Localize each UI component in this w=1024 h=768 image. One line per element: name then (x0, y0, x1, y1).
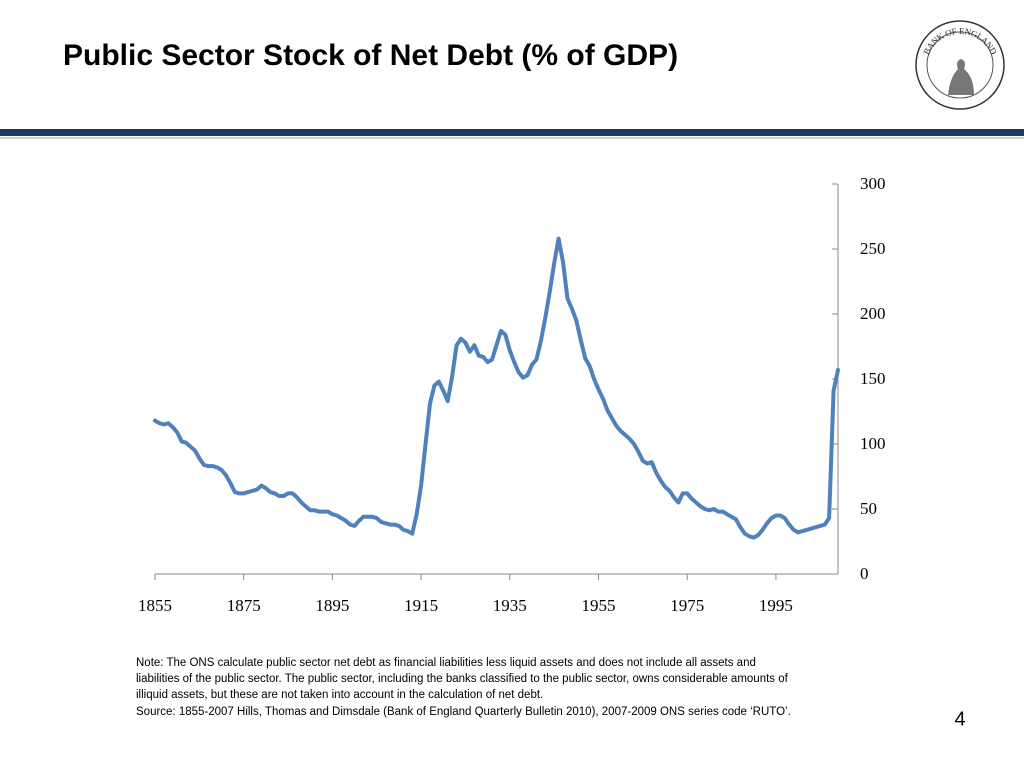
x-tick-label: 1875 (227, 596, 261, 615)
y-tick-label: 50 (860, 499, 877, 518)
y-tick-label: 300 (860, 174, 886, 193)
x-tick-label: 1935 (493, 596, 527, 615)
y-tick-label: 100 (860, 434, 886, 453)
x-tick-label: 1855 (138, 596, 172, 615)
header-rule-light (0, 137, 1024, 139)
logo-inner-ring (926, 31, 994, 99)
note-line: Note: The ONS calculate public sector ne… (136, 657, 756, 669)
data-line (153, 236, 840, 540)
note-line: liabilities of the public sector. The pu… (136, 673, 789, 685)
logo-figure (948, 59, 974, 95)
header-rule (0, 129, 1024, 136)
slide-title: Public Sector Stock of Net Debt (% of GD… (63, 39, 678, 72)
plot-area: 0 50 100 150 200 250 300 1855 1875 1895 1915 1935 19… (136, 174, 886, 718)
x-tick-label: 1995 (759, 596, 793, 615)
x-tick-label: 1915 (404, 596, 438, 615)
y-tick-label: 150 (860, 369, 886, 388)
logo: BANK OF ENGLAND (915, 20, 1005, 110)
note-line: illiquid assets, but these are not taken… (136, 689, 543, 701)
y-tick-label: 250 (860, 239, 886, 258)
source-note: Source: 1855-2007 Hills, Thomas and Dims… (136, 706, 791, 718)
x-tick-label: 1955 (582, 596, 616, 615)
page-number: 4 (954, 708, 965, 730)
x-tick-label: 1895 (315, 596, 349, 615)
x-tick-label: 1975 (670, 596, 704, 615)
y-tick-label: 0 (860, 564, 869, 583)
y-tick-label: 200 (860, 304, 886, 323)
